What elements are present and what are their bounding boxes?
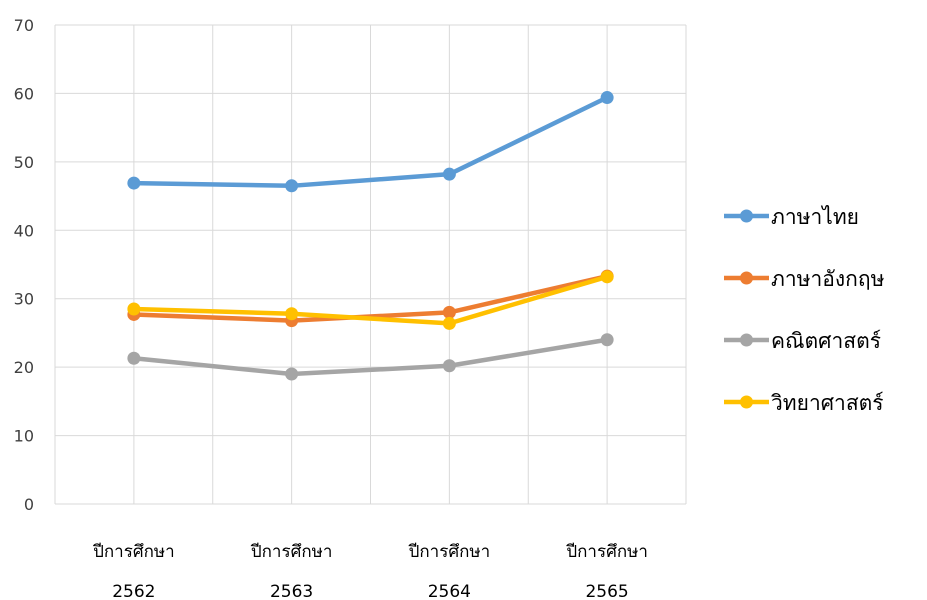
data-point: [127, 176, 141, 190]
y-tick-label: 20: [14, 358, 34, 377]
legend-item: คณิตศาสตร์: [724, 329, 881, 353]
data-point: [285, 179, 299, 193]
legend-marker: [740, 209, 753, 223]
data-point: [127, 351, 141, 365]
y-tick-label: 40: [14, 221, 34, 240]
legend-marker: [740, 333, 753, 347]
legend-item: วิทยาศาสตร์: [724, 391, 884, 415]
data-point: [600, 270, 614, 284]
category-label: ปีการศึกษา: [92, 542, 174, 562]
y-tick-label: 70: [14, 16, 34, 35]
data-point: [600, 91, 614, 105]
series-line: [131, 95, 610, 189]
legend-item: ภาษาอังกฤษ: [724, 267, 884, 291]
y-tick-label: 50: [14, 153, 34, 172]
series-line: [131, 337, 610, 377]
category-label: ปีการศึกษา: [408, 542, 490, 562]
legend-label: ภาษาอังกฤษ: [771, 267, 884, 291]
category-label: ปีการศึกษา: [250, 542, 332, 562]
legend-label: ภาษาไทย: [771, 205, 859, 229]
y-axis-ticks: 0 10 20 30 40 50 60 70: [14, 16, 34, 514]
y-tick-label: 10: [14, 427, 34, 446]
y-tick-label: 60: [14, 84, 34, 103]
gridlines: [54, 24, 687, 505]
data-point: [285, 307, 299, 321]
data-point: [442, 167, 456, 181]
data-point: [600, 333, 614, 347]
legend-label: วิทยาศาสตร์: [771, 391, 884, 415]
series-lines: [127, 91, 614, 381]
category-label: 2563: [270, 582, 313, 600]
data-point: [442, 316, 456, 330]
legend-marker: [740, 271, 753, 285]
data-point: [442, 305, 456, 319]
x-axis-categories: ปีการศึกษา 2562 ปีการศึกษา 2563 ปีการศึกษา 25…: [92, 542, 648, 600]
data-point: [127, 302, 141, 316]
category-label: 2564: [428, 582, 471, 600]
legend-label: คณิตศาสตร์: [771, 329, 881, 353]
data-point: [285, 367, 299, 381]
series-line: [131, 274, 610, 326]
legend-marker: [740, 395, 753, 409]
category-label: 2562: [112, 582, 155, 600]
category-label: 2565: [585, 582, 628, 600]
category-label: ปีการศึกษา: [565, 542, 647, 562]
y-tick-label: 0: [24, 495, 34, 514]
legend-item: ภาษาไทย: [724, 205, 859, 229]
y-tick-label: 30: [14, 290, 34, 309]
data-point: [442, 359, 456, 373]
